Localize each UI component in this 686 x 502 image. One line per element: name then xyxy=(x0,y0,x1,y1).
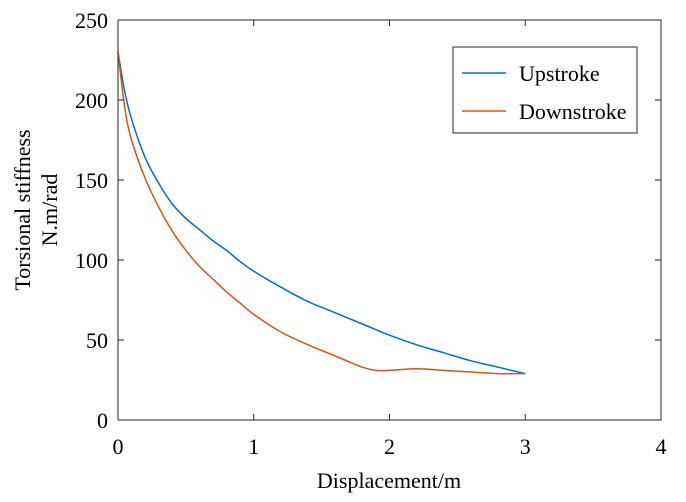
y-tick-label-1: 50 xyxy=(86,328,108,353)
legend-label-upstroke: Upstroke xyxy=(519,61,600,86)
axes-box xyxy=(117,19,662,421)
y-tick-label-3: 150 xyxy=(75,168,108,193)
y-tick-label-0: 0 xyxy=(97,408,108,433)
x-tick-label-3: 3 xyxy=(520,434,531,459)
x-tick-label-1: 1 xyxy=(248,434,259,459)
legend-label-downstroke: Downstroke xyxy=(519,99,627,124)
y-tick-label-5: 250 xyxy=(75,8,108,33)
series-line-downstroke xyxy=(117,51,526,375)
y-tick-label-4: 200 xyxy=(75,88,108,113)
y-axis-label-line-2: N.m/rad xyxy=(37,174,62,247)
y-axis-label-line-1: Torsional stiffness xyxy=(10,129,35,290)
x-tick-label-2: 2 xyxy=(384,434,395,459)
y-tick-label-2: 100 xyxy=(75,248,108,273)
legend: Upstroke Downstroke xyxy=(452,46,638,134)
y-axis-label: Torsional stiffness N.m/rad xyxy=(10,129,62,290)
series-layer xyxy=(117,51,526,375)
x-tick-label-0: 0 xyxy=(113,434,124,459)
x-tick-label-4: 4 xyxy=(656,434,667,459)
x-axis-label: Displacement/m xyxy=(317,468,461,493)
legend-box xyxy=(452,46,638,134)
ticks-layer: 0 1 2 3 4 0 50 100 150 200 250 xyxy=(75,8,667,459)
series-line-upstroke xyxy=(117,51,526,375)
